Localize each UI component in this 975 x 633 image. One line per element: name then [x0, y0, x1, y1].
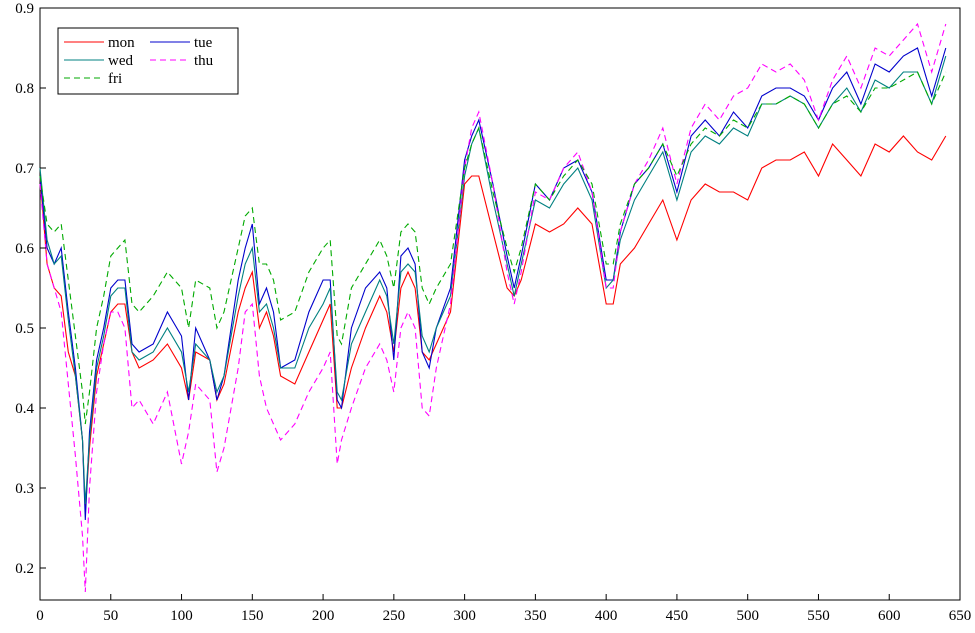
y-tick-label: 0.8	[15, 81, 34, 97]
series-line-wed	[39, 55, 947, 505]
plot-area	[39, 7, 961, 601]
series-line-thu	[39, 22, 947, 593]
legend-label-tue: tue	[194, 35, 213, 51]
series-line-tue	[39, 47, 947, 521]
series-line-mon	[39, 135, 947, 513]
x-tick-label: 0	[36, 608, 44, 624]
y-axis: 0.2 0.3 0.4 0.5 0.6 0.7 0.8 0.9	[15, 1, 46, 577]
x-tick-label: 600	[878, 608, 901, 624]
x-axis: 0 50 100 150 200 250 300 350 400 450 500 550 600 650	[36, 594, 971, 624]
y-tick-label: 0.6	[15, 241, 34, 257]
x-tick-label: 550	[807, 608, 830, 624]
x-tick-label: 250	[383, 608, 406, 624]
x-tick-label: 400	[595, 608, 618, 624]
x-tick-label: 50	[103, 608, 118, 624]
legend-label-thu: thu	[194, 53, 214, 69]
x-tick-label: 100	[170, 608, 193, 624]
series-layer	[39, 22, 947, 593]
x-tick-label: 350	[524, 608, 547, 624]
plot-frame	[39, 7, 961, 601]
legend-label-fri: fri	[108, 71, 122, 87]
x-tick-label: 150	[241, 608, 264, 624]
y-tick-label: 0.7	[15, 161, 34, 177]
y-tick-label: 0.2	[15, 561, 34, 577]
x-tick-label: 200	[312, 608, 335, 624]
legend-label-wed: wed	[108, 53, 133, 69]
series-line-fri	[39, 71, 947, 425]
x-tick-label: 300	[453, 608, 476, 624]
legend-label-mon: mon	[108, 35, 135, 51]
x-tick-label: 500	[736, 608, 759, 624]
y-tick-label: 0.9	[15, 1, 34, 17]
legend-box	[57, 27, 239, 95]
x-tick-label: 650	[949, 608, 972, 624]
x-tick-label: 450	[666, 608, 689, 624]
y-tick-label: 0.4	[15, 401, 34, 417]
y-tick-label: 0.5	[15, 321, 34, 337]
y-tick-label: 0.3	[15, 481, 34, 497]
legend: mon tue wed thu fri	[57, 27, 239, 95]
